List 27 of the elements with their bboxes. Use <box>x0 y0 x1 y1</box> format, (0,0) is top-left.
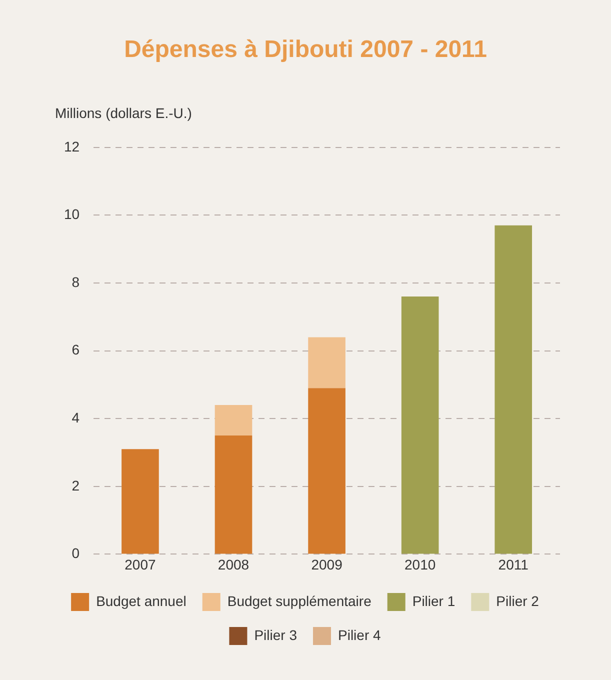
y-tick-label: 0 <box>72 545 80 562</box>
y-tick-label: 12 <box>64 138 80 154</box>
bar <box>494 225 532 554</box>
y-tick-label: 8 <box>72 274 80 290</box>
bar <box>308 337 346 388</box>
bar <box>401 296 439 554</box>
y-axis-title: Millions (dollars E.-U.) <box>55 105 192 121</box>
legend-label: Pilier 2 <box>496 592 540 609</box>
x-tick-label: 2007 <box>124 556 156 572</box>
legend-label: Pilier 4 <box>338 626 382 643</box>
x-tick-label: 2008 <box>218 556 250 572</box>
bar <box>122 449 159 554</box>
y-tick-label: 2 <box>72 477 80 494</box>
y-tick-label: 10 <box>64 206 80 222</box>
legend-label: Pilier 3 <box>254 626 298 643</box>
bar <box>214 436 252 554</box>
x-tick-label: 2010 <box>404 556 436 572</box>
y-tick-label: 4 <box>72 409 80 426</box>
legend-label: Budget supplémentaire <box>227 592 372 609</box>
x-tick-label: 2009 <box>311 556 343 572</box>
legend-label: Pilier 1 <box>412 592 456 609</box>
bar <box>308 388 346 554</box>
y-tick-label: 6 <box>72 342 80 358</box>
legend-label: Budget annuel <box>96 592 186 609</box>
x-tick-label: 2011 <box>498 556 529 572</box>
chart-title: Dépenses à Djibouti 2007 - 2011 <box>123 36 488 64</box>
bar <box>214 405 252 436</box>
